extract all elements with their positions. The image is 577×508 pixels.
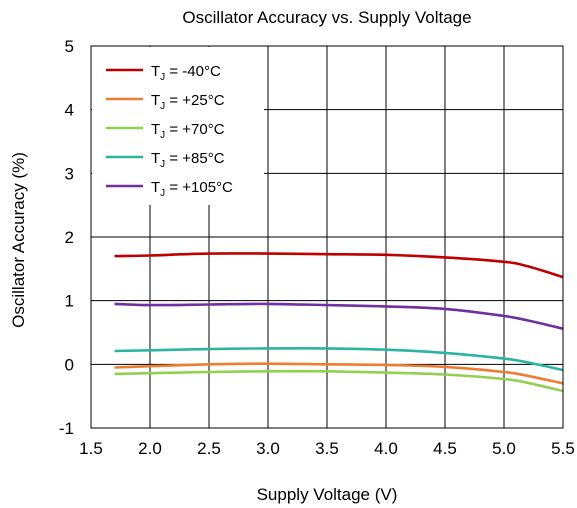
series-line [114, 252, 564, 279]
y-tick-label: 5 [65, 37, 74, 56]
x-tick-label: 2.0 [138, 439, 162, 458]
legend-box [92, 47, 264, 205]
series-layer [114, 252, 564, 393]
y-tick-label: 2 [65, 228, 74, 247]
y-tick-label: 4 [65, 101, 74, 120]
y-tick-label: 3 [65, 164, 74, 183]
legend: TJ = -40°C TJ = +25°C TJ = +70°C TJ = +85°C… [92, 47, 264, 205]
y-tick-label: -1 [59, 419, 74, 438]
x-tick-label: 4.0 [374, 439, 398, 458]
x-tick-label: 4.5 [433, 439, 457, 458]
legend-label: TJ = +105°C [151, 179, 233, 199]
axis-tick-labels: 1.5 2.0 2.5 3.0 3.5 4.0 4.5 5.0 5.5 -1 0 1 2 3 4 5 [59, 37, 575, 458]
x-tick-label: 3.5 [315, 439, 339, 458]
legend-label: TJ = +85°C [151, 150, 225, 170]
y-tick-label: 1 [65, 292, 74, 311]
y-tick-label: 0 [65, 355, 74, 374]
series-line [114, 302, 564, 330]
x-tick-label: 1.5 [79, 439, 103, 458]
chart-title: Oscillator Accuracy vs. Supply Voltage [182, 8, 471, 27]
series-line [114, 346, 564, 372]
series-line [114, 369, 564, 393]
legend-label: TJ = +70°C [151, 121, 225, 141]
x-tick-label: 3.0 [256, 439, 280, 458]
legend-label: TJ = +25°C [151, 92, 225, 112]
legend-label: TJ = -40°C [151, 63, 221, 83]
plot-frame [90, 45, 564, 429]
y-axis-label: Oscillator Accuracy (%) [9, 152, 28, 328]
x-tick-label: 5.0 [492, 439, 516, 458]
x-tick-label: 5.5 [551, 439, 575, 458]
x-tick-label: 2.5 [197, 439, 221, 458]
series-line [114, 362, 564, 385]
x-axis-label: Supply Voltage (V) [257, 485, 398, 504]
